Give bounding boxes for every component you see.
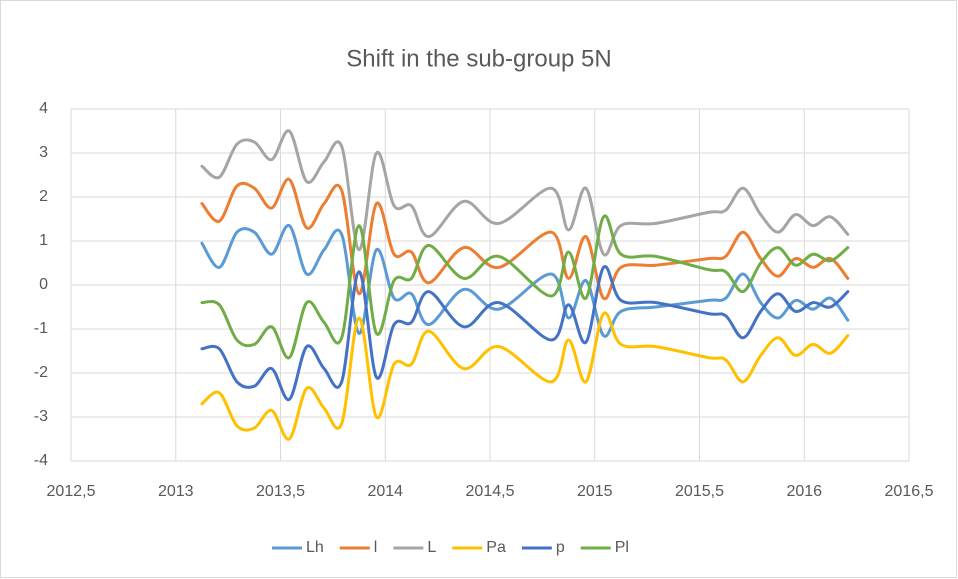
x-tick-label: 2015,5: [675, 483, 724, 500]
y-tick-label: -2: [34, 364, 48, 381]
x-tick-label: 2012,5: [47, 483, 96, 500]
y-tick-label: 0: [39, 276, 48, 293]
legend-label: Lh: [306, 539, 324, 556]
x-tick-label: 2016: [786, 483, 822, 500]
y-tick-label: 3: [39, 144, 48, 161]
legend-label: l: [374, 539, 378, 556]
x-tick-label: 2016,5: [885, 483, 934, 500]
x-tick-label: 2014: [367, 483, 403, 500]
y-tick-label: 1: [39, 232, 48, 249]
x-tick-label: 2013,5: [256, 483, 305, 500]
x-tick-label: 2013: [158, 483, 194, 500]
legend-label: L: [427, 539, 436, 556]
series-line: [200, 177, 850, 301]
legend-label: p: [556, 539, 565, 556]
series-line: [200, 129, 850, 257]
series-line: [200, 224, 850, 338]
y-tick-label: -1: [34, 320, 48, 337]
y-tick-label: 4: [39, 100, 48, 117]
series-line: [200, 265, 850, 401]
series-line: [200, 214, 850, 360]
legend-label: Pa: [486, 539, 506, 556]
y-tick-label: 2: [39, 188, 48, 205]
series-line: [200, 311, 850, 441]
x-tick-label: 2015: [577, 483, 613, 500]
legend-label: Pl: [615, 539, 629, 556]
x-tick-label: 2014,5: [466, 483, 515, 500]
y-tick-label: -4: [34, 452, 48, 469]
y-tick-label: -3: [34, 408, 48, 425]
chart-title: Shift in the sub-group 5N: [346, 45, 612, 72]
